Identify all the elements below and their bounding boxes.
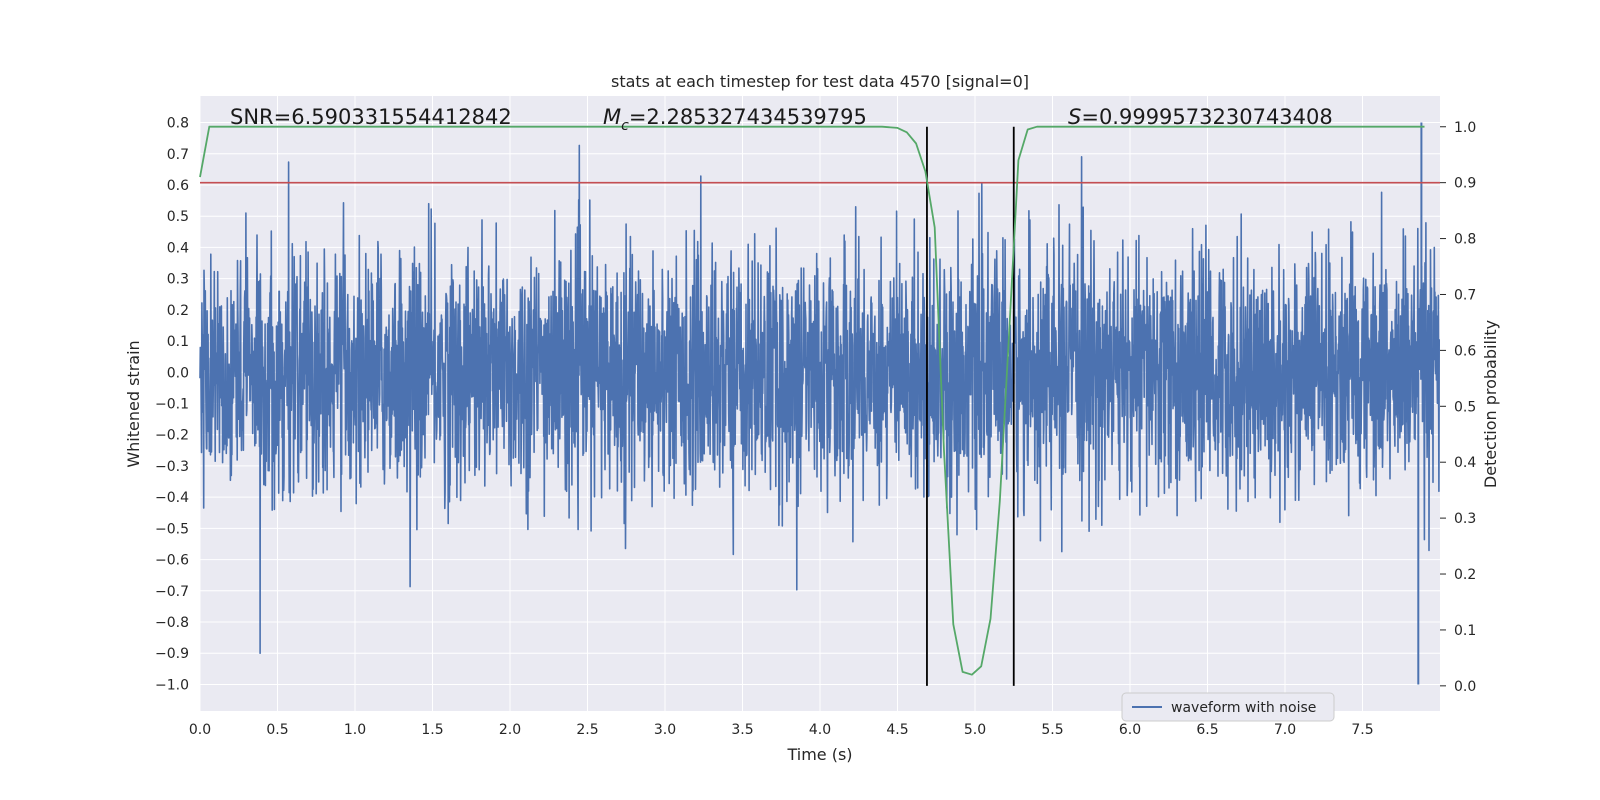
y-tick-label: −0.8 [155,615,189,631]
y2-tick-label: 0.9 [1454,176,1476,192]
y-tick-label: 0.0 [167,365,189,381]
score-value: =0.9999573230743408 [1081,105,1332,129]
x-tick-label: 2.5 [576,722,598,738]
y-tick-label: 0.1 [167,334,189,350]
x-tick-label: 1.0 [344,722,366,738]
y2-tick-label: 0.6 [1454,343,1476,359]
x-tick-label: 4.0 [809,722,831,738]
chirp-mass-value: =2.285327434539795 [629,105,867,129]
y2-tick-label: 0.1 [1454,623,1476,639]
overlay-layer [199,125,1440,686]
y2-tick-label: 0.4 [1454,455,1476,471]
score-annotation: S=0.9999573230743408 [1068,105,1333,129]
y-tick-label: 0.6 [167,178,189,194]
x-tick-label: 5.0 [964,722,986,738]
y-tick-label: −0.3 [155,459,189,475]
y2-tick-label: 0.2 [1454,567,1476,583]
y-tick-label: −0.6 [155,553,189,569]
y2-tick-label: 0.0 [1454,679,1476,695]
y2-tick-label: 0.5 [1454,399,1476,415]
x-tick-label: 5.5 [1041,722,1063,738]
chart-title: stats at each timestep for test data 457… [611,72,1029,91]
y-tick-label: −0.9 [155,646,189,662]
x-tick-label: 6.5 [1196,722,1218,738]
y2-tick-label: 0.3 [1454,511,1476,527]
chirp-mass-annotation: Mc=2.285327434539795 [603,105,867,134]
snr-annotation: SNR=6.590331554412842 [230,105,512,129]
detection-probability-line [199,125,1425,676]
score-symbol: S [1068,105,1081,129]
x-tick-label: 6.0 [1119,722,1141,738]
y-tick-labels: 0.8 0.7 0.6 0.5 0.4 0.3 0.2 0.1 0.0 −0.1 −0.2 −0.3 −… [155,116,189,694]
y-tick-label: 0.7 [167,147,189,163]
y2-axis-label: Detection probability [1481,320,1500,488]
waveform-line [199,144,1440,654]
legend-box [1121,692,1335,722]
x-tick-label: 0.0 [189,722,211,738]
y2-tick-label: 1.0 [1454,120,1476,136]
legend: waveform with noise [1121,692,1335,722]
x-tick-label: 0.5 [266,722,288,738]
x-tick-labels: 0.0 0.5 1.0 1.5 2.0 2.5 3.0 3.5 4.0 4.5 5.0 5.5 6.0 6… [189,722,1374,738]
y-axis-label: Whitened strain [124,340,143,467]
y2-tick-label: 0.7 [1454,287,1476,303]
legend-entry-waveform: waveform with noise [1171,700,1316,716]
y-tick-label: −0.4 [155,490,189,506]
y-tick-label: −0.1 [155,397,189,413]
y-tick-label: 0.4 [167,240,189,256]
y-tick-label: −0.5 [155,521,189,537]
y-tick-label: 0.3 [167,272,189,288]
x-tick-label: 3.0 [654,722,676,738]
y-tick-label: 0.5 [167,209,189,225]
y-tick-label: −0.7 [155,584,189,600]
y2-tick-label: 0.8 [1454,232,1476,248]
x-tick-label: 4.5 [886,722,908,738]
x-tick-label: 1.5 [421,722,443,738]
chirp-mass-subscript: c [621,118,629,134]
x-axis-label: Time (s) [786,745,852,764]
y-tick-label: −0.2 [155,428,189,444]
y-tick-label: 0.2 [167,303,189,319]
x-tick-label: 7.0 [1274,722,1296,738]
x-tick-label: 7.5 [1351,722,1373,738]
chirp-mass-symbol: M [603,105,621,129]
y2-tick-labels: 1.0 0.9 0.8 0.7 0.6 0.5 0.4 0.3 0.2 0.1 0.0 [1440,120,1476,695]
y-tick-label: 0.8 [167,116,189,132]
x-tick-label: 2.0 [499,722,521,738]
x-tick-label: 3.5 [731,722,753,738]
waveform-series [199,122,1440,685]
y-tick-label: −1.0 [155,677,189,693]
